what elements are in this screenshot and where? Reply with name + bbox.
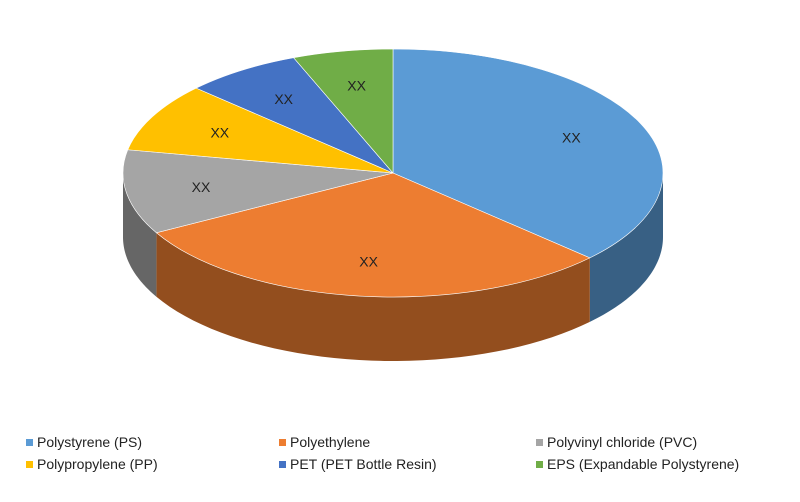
legend-label: Polyethylene bbox=[290, 434, 371, 450]
legend-swatch bbox=[279, 460, 286, 468]
data-label-0: XX bbox=[562, 130, 581, 146]
pie-slice-4 bbox=[195, 57, 394, 174]
legend-label: Polypropylene (PP) bbox=[37, 456, 158, 472]
legend-label: Polyvinyl chloride (PVC) bbox=[547, 434, 698, 450]
legend: Polystyrene (PS) Polyethylene Polyvinyl … bbox=[26, 434, 796, 472]
legend-label: PET (PET Bottle Resin) bbox=[290, 456, 437, 472]
data-label-2: XX bbox=[192, 179, 211, 195]
data-label-1: XX bbox=[359, 254, 378, 270]
pie-slice-2 bbox=[122, 149, 394, 234]
legend-label: Polystyrene (PS) bbox=[37, 434, 143, 450]
pie-slice-5 bbox=[293, 48, 394, 174]
legend-swatch bbox=[536, 438, 543, 446]
legend-item-pet: PET (PET Bottle Resin) bbox=[279, 456, 536, 472]
legend-swatch bbox=[279, 438, 286, 446]
legend-label: EPS (Expandable Polystyrene) bbox=[547, 456, 740, 472]
legend-item-pvc: Polyvinyl chloride (PVC) bbox=[536, 434, 796, 450]
legend-swatch bbox=[26, 460, 33, 468]
legend-item-polystyrene: Polystyrene (PS) bbox=[26, 434, 279, 450]
legend-swatch bbox=[536, 460, 543, 468]
data-label-5: XX bbox=[347, 77, 366, 93]
legend-item-eps: EPS (Expandable Polystyrene) bbox=[536, 456, 796, 472]
legend-item-polyethylene: Polyethylene bbox=[279, 434, 536, 450]
pie-top bbox=[122, 48, 664, 298]
pie-slice-0 bbox=[392, 48, 664, 259]
data-label-4: XX bbox=[274, 91, 293, 107]
pie-slice-1 bbox=[155, 172, 591, 298]
pie-slice-3 bbox=[127, 87, 394, 174]
legend-item-polypropylene: Polypropylene (PP) bbox=[26, 456, 279, 472]
data-label-3: XX bbox=[210, 125, 229, 141]
legend-swatch bbox=[26, 438, 33, 446]
pie-side-0 bbox=[589, 173, 663, 322]
